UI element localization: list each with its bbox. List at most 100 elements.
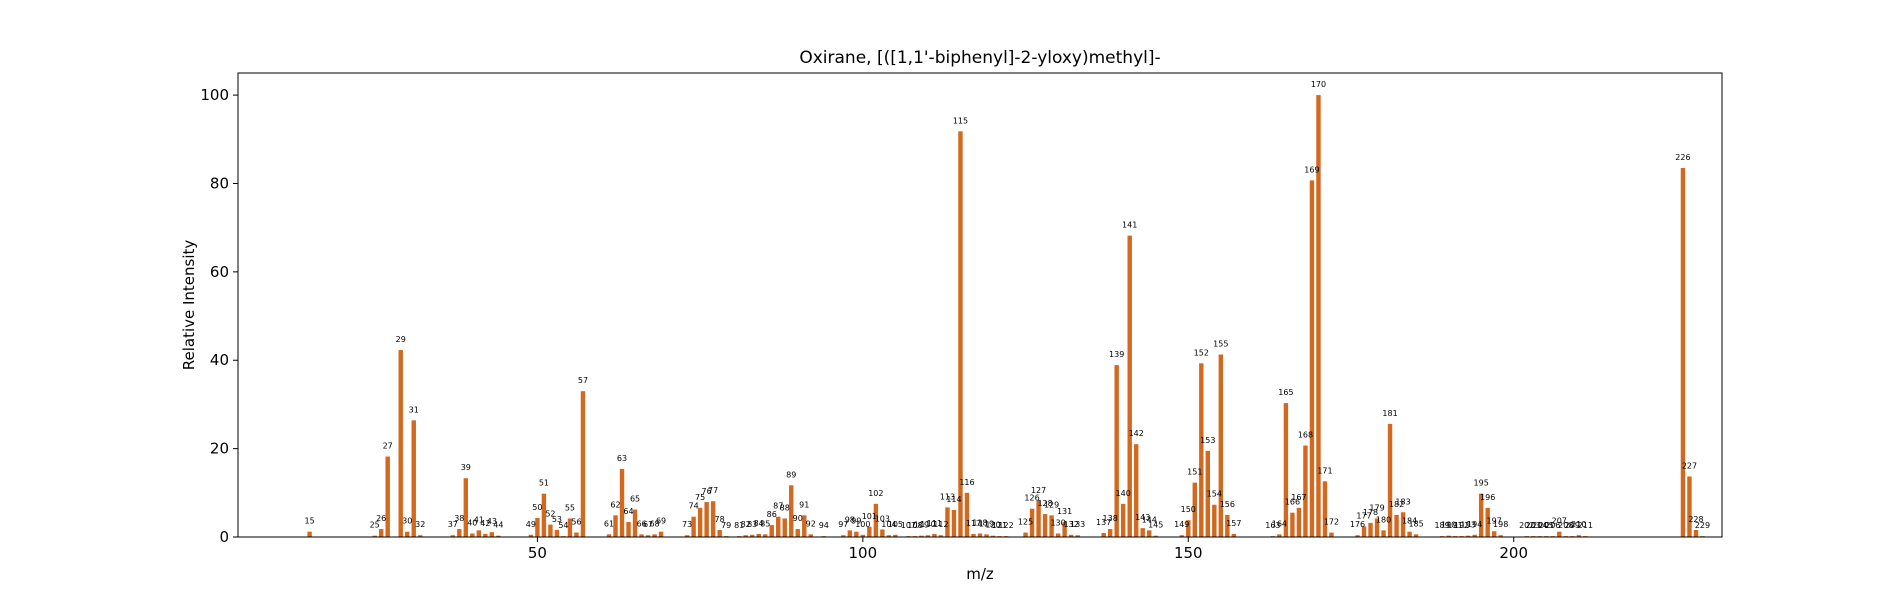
bar-label-mz-40: 40 (467, 518, 477, 527)
bar-mz-77 (710, 501, 716, 537)
bar-label-mz-190: 190 (1441, 521, 1456, 530)
bar-label-mz-43: 43 (487, 517, 497, 526)
bar-label-mz-15: 15 (305, 517, 315, 526)
bar-label-mz-62: 62 (610, 500, 620, 509)
bar-mz-62 (613, 515, 618, 537)
bar-label-mz-179: 179 (1369, 503, 1384, 512)
bar-label-mz-205: 205 (1539, 521, 1554, 530)
bar-label-mz-78: 78 (715, 515, 725, 524)
bar-label-mz-165: 165 (1278, 388, 1293, 397)
bar-mz-111 (932, 533, 937, 537)
bar-label-mz-197: 197 (1487, 516, 1502, 525)
bar-label-mz-145: 145 (1148, 521, 1163, 530)
bar-mz-167 (1296, 507, 1302, 537)
bar-label-mz-192: 192 (1454, 521, 1469, 530)
bar-mz-172 (1329, 532, 1334, 537)
bar-label-mz-38: 38 (454, 514, 464, 523)
bar-mz-100 (860, 534, 866, 537)
bar-label-mz-89: 89 (786, 470, 796, 479)
bar-label-mz-79: 79 (721, 521, 731, 530)
bar-label-mz-182: 182 (1389, 500, 1404, 509)
bar-label-mz-26: 26 (376, 514, 386, 523)
bar-mz-42 (483, 533, 488, 537)
bar-label-mz-39: 39 (461, 463, 471, 472)
bar-mz-104 (886, 535, 892, 537)
bar-mz-150 (1186, 520, 1191, 537)
bar-label-mz-91: 91 (799, 500, 809, 509)
bar-mz-68 (652, 534, 657, 537)
bar-label-mz-137: 137 (1096, 518, 1111, 527)
bar-mz-31 (411, 420, 416, 537)
bar-mz-154 (1212, 504, 1217, 537)
bar-label-mz-111: 111 (927, 519, 942, 528)
bar-label-mz-53: 53 (552, 515, 562, 524)
bar-mz-61 (606, 534, 612, 537)
bar-mz-90 (795, 529, 800, 537)
bar-label-mz-121: 121 (992, 521, 1007, 530)
bar-label-mz-73: 73 (682, 520, 692, 529)
bar-label-mz-164: 164 (1272, 519, 1287, 528)
bar-label-mz-102: 102 (868, 489, 883, 498)
bar-mz-27 (385, 456, 390, 537)
bar-mz-176 (1355, 535, 1360, 537)
bar-mz-32 (418, 535, 423, 537)
bar-mz-164 (1277, 534, 1282, 537)
bar-label-mz-178: 178 (1363, 508, 1378, 517)
bar-mz-181 (1387, 423, 1393, 537)
bar-mz-125 (1023, 532, 1028, 537)
bar-mz-227 (1687, 476, 1692, 537)
bar-mz-195 (1478, 493, 1484, 537)
bar-label-mz-156: 156 (1220, 500, 1235, 509)
bar-label-mz-128: 128 (1037, 499, 1052, 508)
bar-mz-78 (717, 529, 722, 537)
bar-label-mz-150: 150 (1181, 505, 1196, 514)
x-axis: 50 100 150 200 (528, 537, 1528, 562)
bar-mz-141 (1127, 235, 1132, 537)
bar-mz-171 (1322, 481, 1328, 537)
bar-label-mz-203: 203 (1526, 521, 1541, 530)
bar-label-mz-100: 100 (855, 520, 870, 529)
bar-mz-133 (1075, 535, 1080, 537)
bar-mz-85 (763, 534, 768, 537)
bar-label-mz-77: 77 (708, 486, 718, 495)
bar-label-mz-139: 139 (1109, 350, 1124, 359)
bar-mz-116 (964, 492, 970, 537)
bar-mz-57 (580, 391, 586, 537)
bar-label-mz-27: 27 (383, 442, 393, 451)
bar-mz-130 (1055, 533, 1061, 537)
bar-label-mz-132: 132 (1063, 520, 1078, 529)
bar-label-mz-120: 120 (985, 521, 1000, 530)
y-tick-label: 20 (210, 440, 229, 458)
bar-label-mz-204: 204 (1532, 521, 1547, 530)
bar-label-mz-191: 191 (1447, 521, 1462, 530)
bar-label-mz-31: 31 (409, 405, 419, 414)
bar-label-mz-144: 144 (1142, 515, 1157, 524)
bar-label-mz-82: 82 (741, 520, 751, 529)
y-axis: 0 20 40 60 80 100 (200, 86, 238, 546)
bar-mz-151 (1192, 482, 1197, 537)
bar-label-mz-107: 107 (901, 521, 916, 530)
bar-mz-103 (880, 529, 885, 537)
bar-label-mz-29: 29 (396, 335, 406, 344)
bar-label-mz-193: 193 (1461, 521, 1476, 530)
bar-label-mz-37: 37 (448, 520, 458, 529)
bar-label-mz-113: 113 (940, 492, 955, 501)
bar-mz-65 (632, 509, 638, 537)
bar-mz-179 (1374, 518, 1380, 537)
bar-mz-64 (626, 521, 631, 537)
bar-mz-153 (1205, 450, 1211, 537)
y-axis-title: Relative Intensity (180, 240, 198, 371)
bar-mz-149 (1179, 535, 1184, 537)
bar-mz-115 (958, 131, 963, 537)
bar-mz-137 (1101, 533, 1106, 537)
bar-label-mz-83: 83 (747, 520, 757, 529)
bar-mz-76 (704, 502, 709, 537)
bar-label-mz-138: 138 (1103, 514, 1118, 523)
bar-label-mz-170: 170 (1311, 80, 1326, 89)
bar-label-mz-168: 168 (1298, 431, 1313, 440)
bar-label-mz-97: 97 (838, 520, 848, 529)
bar-label-mz-50: 50 (532, 503, 542, 512)
bar-label-mz-143: 143 (1135, 513, 1150, 522)
bar-mz-182 (1394, 514, 1399, 537)
bars-layer (307, 95, 1705, 537)
